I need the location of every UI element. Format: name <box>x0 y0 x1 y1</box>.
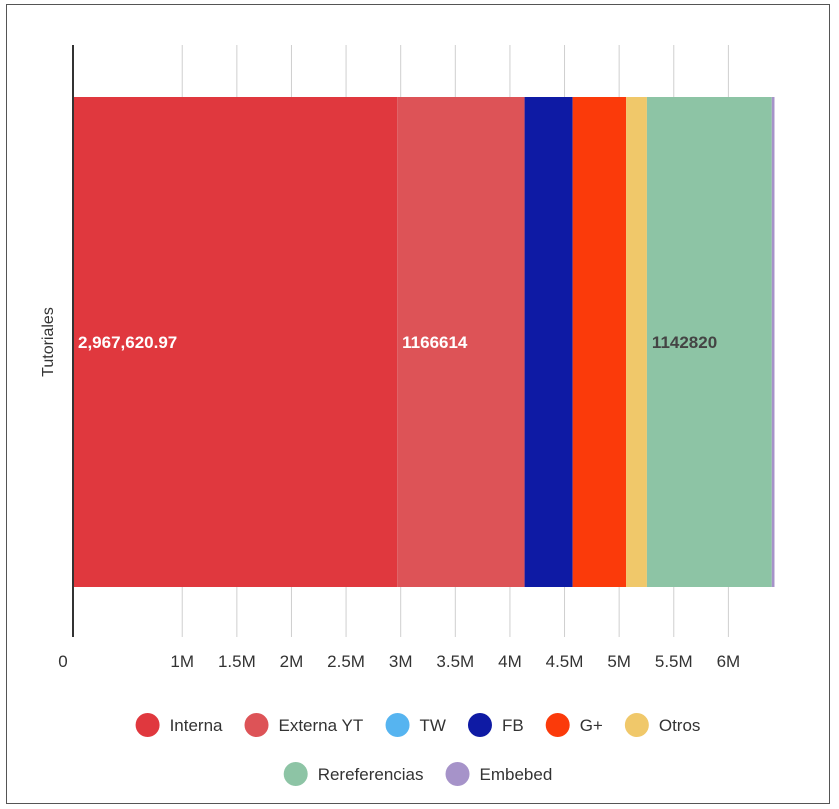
legend-label-interna: Interna <box>170 716 223 735</box>
y-axis-title: Tutoriales <box>40 307 57 377</box>
x-tick-label-1-5m: 1.5M <box>218 652 256 671</box>
legend-label-externa-yt: Externa YT <box>279 716 364 735</box>
y-axis-title-group: Tutoriales <box>40 307 57 377</box>
legend-label-embebed: Embebed <box>480 765 553 784</box>
legend-label-otros: Otros <box>659 716 701 735</box>
x-tick-label-3m: 3M <box>389 652 413 671</box>
legend-item-rereferencias[interactable]: Rereferencias <box>283 762 424 786</box>
x-tick-label-4m: 4M <box>498 652 522 671</box>
bar-segment-g[interactable] <box>572 97 627 587</box>
x-tick-label-5m: 5M <box>607 652 631 671</box>
x-tick-label-6m: 6M <box>717 652 741 671</box>
legend-item-embebed[interactable]: Embebed <box>445 762 553 786</box>
legend-label-fb: FB <box>502 716 524 735</box>
legend-marker-fb <box>467 713 492 737</box>
x-tick-label-1m: 1M <box>170 652 194 671</box>
legend-marker-otros <box>624 713 649 737</box>
data-label-rereferencias: 1142820 <box>652 333 717 352</box>
legend-item-interna[interactable]: Interna <box>135 713 223 737</box>
x-tick-label-2-5m: 2.5M <box>327 652 365 671</box>
legend: Interna Externa YT TW FB G+ Otros Rereferencia… <box>135 713 701 786</box>
x-axis: 0 1M 1.5M 2M 2.5M 3M 3.5M 4M 4.5M 5M 5.5M 6M <box>58 45 740 671</box>
bars <box>73 97 775 587</box>
bar-segment-rereferencias[interactable] <box>646 97 772 587</box>
legend-item-tw[interactable]: TW <box>385 713 446 737</box>
legend-marker-tw <box>385 713 410 737</box>
legend-label-g: G+ <box>580 716 603 735</box>
bar-segment-embebed[interactable] <box>771 97 775 587</box>
bar-segment-fb[interactable] <box>524 97 573 587</box>
bar-segment-interna[interactable] <box>73 97 398 587</box>
legend-item-g[interactable]: G+ <box>545 713 603 737</box>
legend-marker-rereferencias <box>283 762 308 786</box>
x-tick-label-2m: 2M <box>280 652 304 671</box>
data-labels: 2,967,620.97 1166614 1142820 <box>78 333 717 352</box>
bar-segment-otros[interactable] <box>626 97 647 587</box>
x-tick-label-3-5m: 3.5M <box>436 652 474 671</box>
chart-frame: 2,967,620.97 1166614 1142820 0 1M 1.5M 2M 2.5M… <box>6 4 830 804</box>
bar-segment-externa-yt[interactable] <box>397 97 525 587</box>
legend-item-fb[interactable]: FB <box>467 713 524 737</box>
stacked-bar-chart: 2,967,620.97 1166614 1142820 0 1M 1.5M 2M 2.5M… <box>40 45 775 786</box>
x-tick-label-0: 0 <box>58 652 67 671</box>
legend-label-rereferencias: Rereferencias <box>318 765 424 784</box>
data-label-externa-yt: 1166614 <box>402 333 468 352</box>
legend-marker-embebed <box>445 762 470 786</box>
legend-item-externa-yt[interactable]: Externa YT <box>244 713 364 737</box>
legend-marker-externa-yt <box>244 713 269 737</box>
legend-marker-g <box>545 713 570 737</box>
legend-item-otros[interactable]: Otros <box>624 713 701 737</box>
data-label-interna: 2,967,620.97 <box>78 333 177 352</box>
x-tick-label-5-5m: 5.5M <box>655 652 693 671</box>
legend-marker-interna <box>135 713 160 737</box>
x-tick-label-4-5m: 4.5M <box>546 652 584 671</box>
legend-label-tw: TW <box>420 716 446 735</box>
